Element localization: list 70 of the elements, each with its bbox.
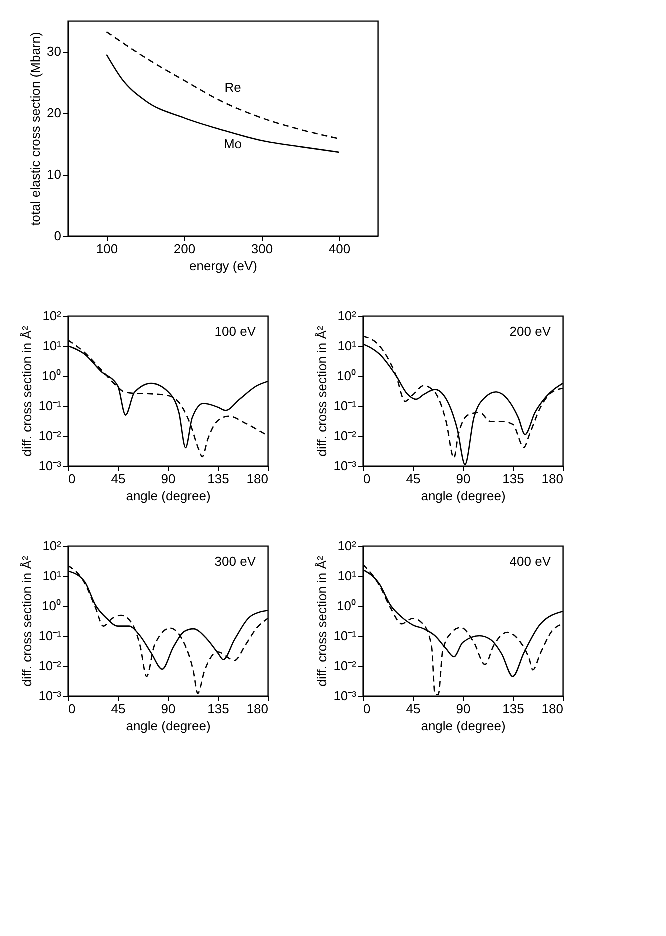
annotation: 100 eV: [214, 324, 256, 339]
y-tick-label: 0: [54, 228, 62, 244]
x-tick-label: 45: [406, 472, 421, 486]
y-tick-label: 10⁻³: [334, 688, 358, 704]
x-tick-label: 180: [542, 702, 564, 716]
y-tick-label: 10¹: [338, 338, 358, 354]
x-tick-label: 45: [406, 702, 421, 716]
y-axis-title: diff. cross section in Å²: [20, 556, 35, 687]
x-axis-title: angle (degree): [421, 488, 506, 504]
x-tick-label: 45: [111, 472, 126, 486]
y-tick-label: 10⁻³: [334, 458, 358, 474]
y-tick-label: 10⁻²: [38, 658, 62, 674]
x-tick-label: 90: [456, 702, 471, 716]
x-tick-label: 0: [68, 472, 76, 486]
y-axis-title: total elastic cross section (Mbarn): [28, 32, 44, 226]
y-tick-label: 20: [47, 106, 62, 121]
y-tick-label: 10⁻²: [38, 428, 62, 444]
x-tick-label: 0: [68, 702, 76, 716]
y-tick-label: 10⁻¹: [334, 398, 358, 414]
annotation: 200 eV: [510, 324, 552, 339]
x-tick-label: 200: [174, 242, 196, 256]
annotation: 300 eV: [214, 554, 256, 569]
y-tick-label: 10⁰: [42, 598, 62, 614]
y-tick-label: 10¹: [42, 568, 62, 584]
y-tick-label: 10¹: [42, 338, 62, 354]
y-tick-label: 10⁻³: [38, 458, 62, 474]
x-tick-label: 90: [161, 702, 176, 716]
y-tick-label: 10²: [338, 538, 358, 554]
y-tick-label: 10⁰: [42, 368, 62, 384]
y-tick-label: 10⁻³: [38, 688, 62, 704]
y-tick-label: 10: [47, 167, 62, 182]
x-tick-label: 135: [208, 702, 230, 716]
x-axis-title: angle (degree): [126, 718, 211, 734]
y-tick-label: 10⁻¹: [38, 398, 62, 414]
x-tick-label: 135: [208, 472, 230, 486]
y-tick-label: 10⁰: [337, 368, 356, 384]
line-series: [106, 54, 340, 154]
y-tick-label: 10²: [42, 308, 62, 324]
x-tick-label: 135: [502, 472, 524, 486]
x-tick-label: 90: [456, 472, 471, 486]
x-axis-title: angle (degree): [126, 488, 211, 504]
series-label: Mo: [224, 136, 242, 152]
annotation: 400 eV: [510, 554, 552, 569]
x-axis-title: energy (eV): [190, 258, 258, 274]
x-tick-label: 45: [111, 702, 126, 716]
x-tick-label: 90: [161, 472, 176, 486]
y-axis-title: diff. cross section in Å²: [314, 326, 330, 457]
y-axis-title: diff. cross section in Å²: [20, 326, 35, 457]
x-tick-label: 180: [246, 702, 268, 716]
line-series: [106, 31, 340, 140]
x-tick-label: 0: [364, 702, 371, 716]
x-axis-title: angle (degree): [421, 718, 506, 734]
x-tick-label: 135: [502, 702, 524, 716]
y-tick-label: 10⁰: [337, 598, 356, 614]
x-tick-label: 300: [251, 242, 274, 256]
y-axis-title: diff. cross section in Å²: [314, 556, 330, 687]
series-label: Re: [224, 80, 242, 96]
y-tick-label: 10²: [338, 308, 358, 324]
y-tick-label: 30: [47, 44, 62, 60]
y-tick-label: 10⁻²: [334, 658, 358, 674]
x-tick-label: 400: [328, 242, 351, 256]
x-tick-label: 100: [96, 242, 118, 256]
y-tick-label: 10¹: [338, 568, 358, 584]
y-tick-label: 10²: [42, 538, 62, 554]
y-tick-label: 10⁻¹: [334, 628, 358, 644]
x-tick-label: 180: [246, 472, 268, 486]
y-tick-label: 10⁻²: [334, 428, 358, 444]
x-tick-label: 180: [542, 472, 564, 486]
y-tick-label: 10⁻¹: [38, 628, 62, 644]
x-tick-label: 0: [364, 472, 371, 486]
